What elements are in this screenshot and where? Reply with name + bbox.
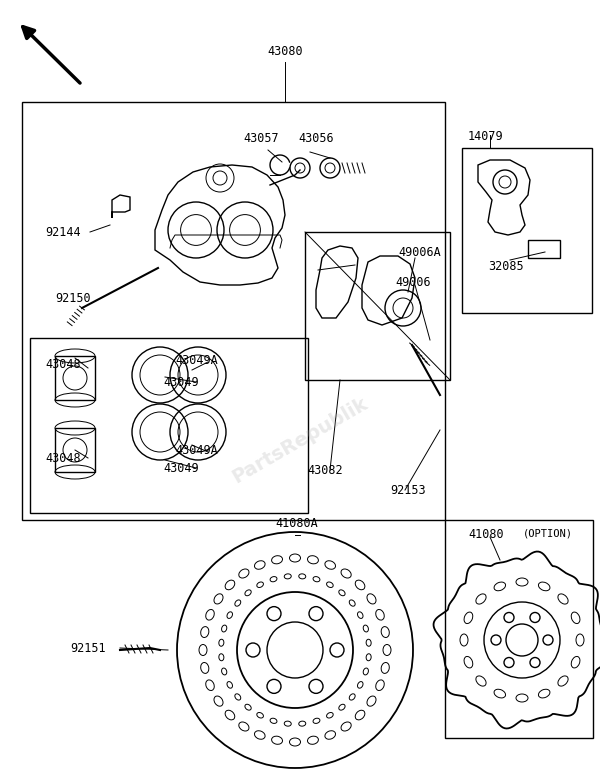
Bar: [22, 102, 445, 520]
Bar: [55, 428, 95, 472]
Text: 41080A: 41080A: [275, 517, 318, 530]
Text: 43049A: 43049A: [175, 443, 218, 456]
Bar: [462, 148, 592, 313]
Text: 43056: 43056: [298, 132, 334, 145]
Text: 92153: 92153: [390, 484, 425, 497]
Text: 43057: 43057: [243, 132, 278, 145]
Text: (OPTION): (OPTION): [523, 529, 573, 539]
Bar: [30, 338, 308, 513]
Text: 92144: 92144: [45, 226, 80, 239]
Text: 43080: 43080: [267, 45, 303, 58]
Text: 43048: 43048: [45, 359, 80, 371]
Text: 32085: 32085: [488, 260, 524, 273]
Text: 41080: 41080: [468, 528, 503, 540]
Text: 43049: 43049: [163, 376, 199, 388]
Text: 43048: 43048: [45, 452, 80, 464]
Text: PartsRepublik: PartsRepublik: [229, 394, 371, 487]
Text: 43049: 43049: [163, 461, 199, 474]
Bar: [445, 520, 593, 738]
Bar: [55, 356, 95, 400]
Text: 49006A: 49006A: [398, 246, 441, 259]
Text: 92151: 92151: [70, 642, 106, 655]
Text: 49006: 49006: [395, 275, 431, 288]
Text: 43049A: 43049A: [175, 353, 218, 367]
Text: 43082: 43082: [307, 463, 343, 477]
Text: 14079: 14079: [468, 130, 503, 143]
Text: 92150: 92150: [55, 291, 91, 305]
